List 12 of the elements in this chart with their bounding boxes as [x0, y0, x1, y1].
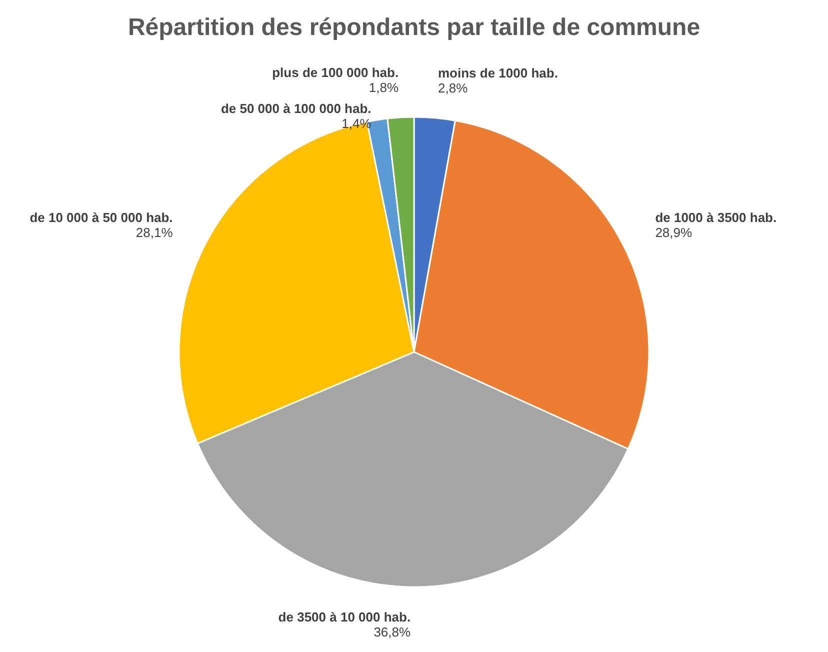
- slice-label: plus de 100 000 hab.: [272, 64, 399, 80]
- data-label: 28,9%: [655, 224, 692, 240]
- slice-label: de 50 000 à 100 000 hab.: [220, 100, 372, 116]
- data-label: 2,8%: [438, 80, 468, 96]
- chart-title: Répartition des répondants par taille de commune: [128, 14, 700, 41]
- data-label: 36,8%: [374, 624, 411, 640]
- data-label: 28,1%: [136, 224, 174, 240]
- slice-label: moins de 1000 hab.: [438, 65, 558, 80]
- slice-label: de 3500 à 10 000 hab.: [278, 610, 411, 625]
- data-label: 1,8%: [368, 80, 399, 95]
- slice-label: de 10 000 à 50 000 hab.: [30, 210, 173, 225]
- slice-label: de 1000 à 3500 hab.: [655, 210, 777, 225]
